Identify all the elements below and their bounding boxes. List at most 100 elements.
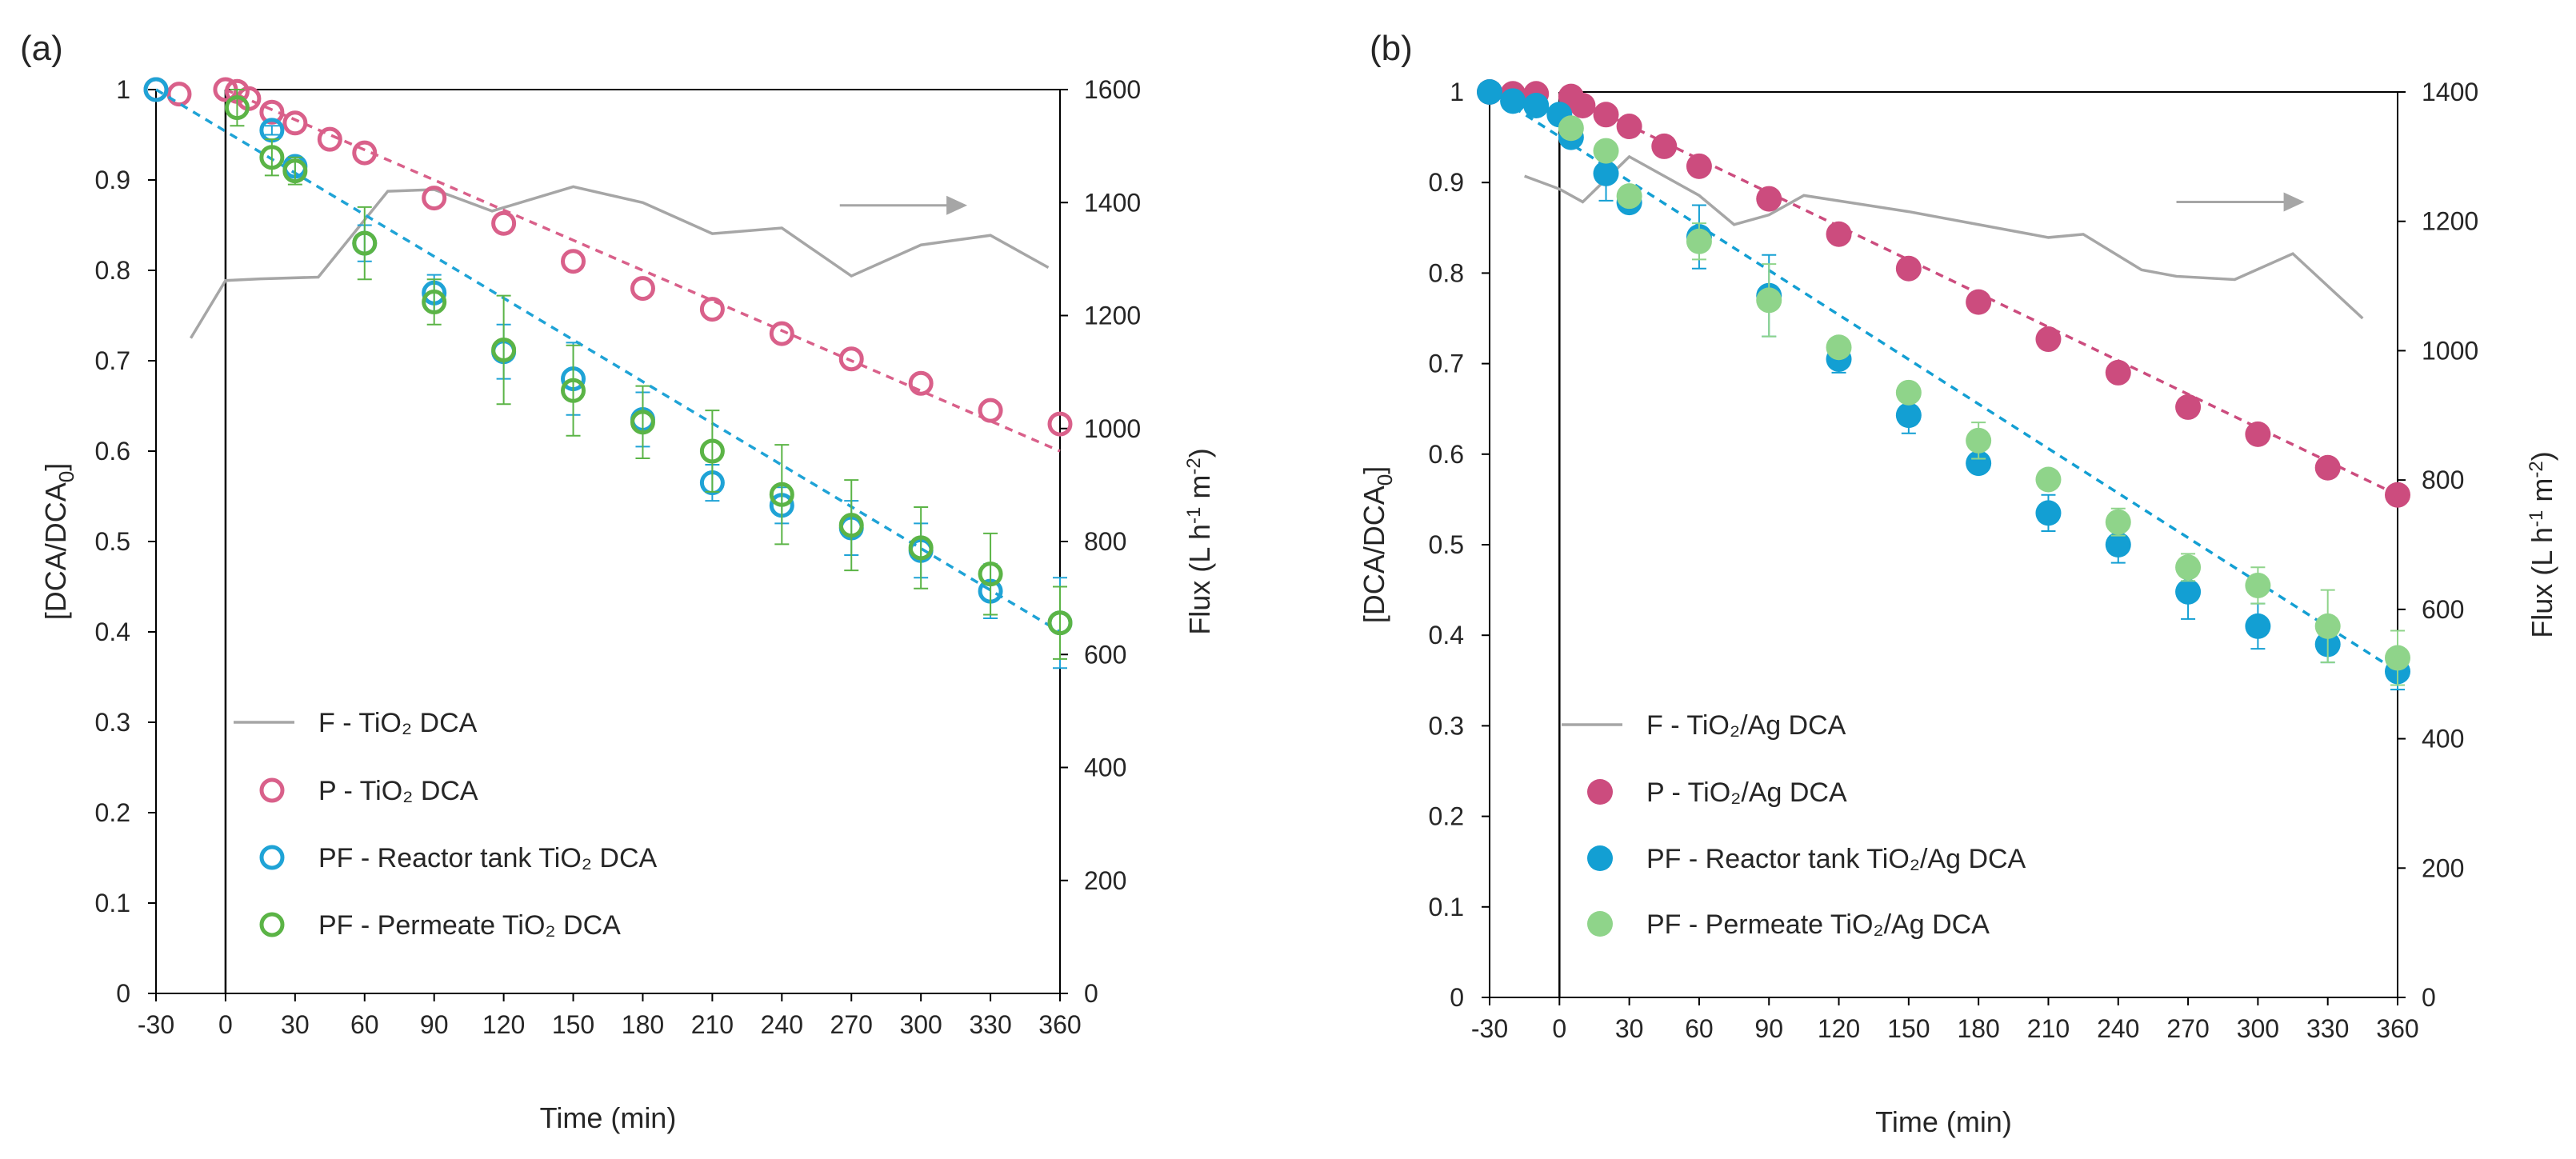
data-point xyxy=(422,186,447,211)
legend: F - TiO₂/Ag DCA P - TiO₂/Ag DCA PF - React… xyxy=(1562,710,2026,940)
data-point xyxy=(978,562,1003,587)
y-tick-label: 0.9 xyxy=(1429,168,1464,197)
y-axis-label: [DCA/DCA0] xyxy=(39,463,78,621)
y-axis-label: [DCA/DCA0] xyxy=(1358,466,1397,624)
x-tick-label: 210 xyxy=(691,1010,734,1039)
data-point xyxy=(1966,450,1992,477)
chart-panel-b: (b)-30 0 30 60 90 120 150 180 210 240 270 300 330 360… xyxy=(1358,29,2558,1138)
legend-swatch-marker xyxy=(1587,845,1613,871)
y-tick-label: 0.2 xyxy=(95,798,130,827)
data-point xyxy=(1966,289,1992,315)
data-point xyxy=(1895,402,1922,429)
legend-label: PF - Permeate TiO₂ DCA xyxy=(318,910,621,941)
y2-tick-label: 400 xyxy=(2422,725,2464,753)
data-point xyxy=(1966,427,1992,454)
flux-line xyxy=(189,185,1050,339)
x-tick-label: 60 xyxy=(1685,1014,1714,1043)
x-tick-label: 270 xyxy=(2166,1014,2209,1043)
y2-tick-label: 1400 xyxy=(2422,78,2478,106)
data-point xyxy=(352,140,378,166)
trend-line xyxy=(1489,90,2398,673)
data-point xyxy=(317,126,342,152)
data-point xyxy=(908,535,934,561)
x-tick-label: -30 xyxy=(1471,1014,1508,1043)
y2-axis-label: Flux (L h-1 m-2) xyxy=(1183,448,1216,634)
data-point xyxy=(2035,500,2062,526)
chart-panel-a: (a) -30 0 30 60 90 120 150 180 210 240 270 300 330 360… xyxy=(20,29,1216,1134)
data-point xyxy=(2035,466,2062,493)
data-point xyxy=(1593,138,1619,164)
data-point xyxy=(491,210,517,236)
y2-tick-label: 0 xyxy=(1084,979,1098,1008)
x-tick-label: 0 xyxy=(1552,1014,1566,1043)
trend-line xyxy=(155,88,1061,633)
series-0 xyxy=(1524,154,2364,320)
data-point xyxy=(2105,532,2131,558)
y-tick-label: 0.9 xyxy=(95,166,130,194)
y-tick-label: 0.8 xyxy=(95,256,130,285)
y2-tick-label: 1000 xyxy=(2422,336,2478,365)
data-point xyxy=(2385,482,2410,508)
data-point xyxy=(838,513,864,538)
y2-tick-label: 1200 xyxy=(2422,207,2478,236)
data-point xyxy=(491,337,517,362)
y2-tick-label: 600 xyxy=(2422,595,2464,624)
data-point xyxy=(1616,183,1642,210)
data-point xyxy=(352,230,378,256)
data-point xyxy=(1616,114,1642,140)
x-tick-label: 30 xyxy=(281,1010,310,1039)
legend-label: PF - Reactor tank TiO₂/Ag DCA xyxy=(1646,844,2026,874)
data-point xyxy=(1500,88,1526,114)
data-point xyxy=(908,370,934,396)
legend-label: PF - Reactor tank TiO₂ DCA xyxy=(318,843,658,873)
x-tick-label: 240 xyxy=(2097,1014,2139,1043)
data-point xyxy=(1686,153,1712,179)
data-point xyxy=(1558,115,1584,142)
x-tick-label: 150 xyxy=(552,1010,594,1039)
panel-label: (a) xyxy=(20,29,63,68)
data-point xyxy=(561,249,586,274)
y-tick-label: 0.8 xyxy=(1429,258,1464,287)
y-tick-label: 0.3 xyxy=(95,708,130,737)
data-point xyxy=(1895,255,1922,282)
y2-tick-label: 200 xyxy=(2422,853,2464,882)
y-tick-label: 0.7 xyxy=(95,346,130,375)
data-point xyxy=(1826,221,1852,247)
data-point xyxy=(769,321,794,346)
data-point xyxy=(422,290,447,315)
legend: F - TiO₂ DCA P - TiO₂ DCA PF - Reactor tan… xyxy=(234,708,658,941)
y-tick-label: 0.2 xyxy=(1429,802,1464,831)
trend-line xyxy=(225,88,1061,453)
data-point xyxy=(2245,613,2271,639)
data-point xyxy=(259,145,285,170)
x-tick-label: 150 xyxy=(1887,1014,1930,1043)
series-0 xyxy=(189,185,1050,339)
x-axis-label: Time (min) xyxy=(540,1101,677,1134)
y-tick-label: 0.4 xyxy=(1429,621,1464,649)
y-tick-label: 0.5 xyxy=(95,527,130,556)
y-tick-label: 0 xyxy=(1450,983,1464,1012)
data-point xyxy=(1570,92,1596,118)
data-point xyxy=(259,99,285,125)
data-point xyxy=(2245,421,2271,447)
data-point xyxy=(1593,102,1619,128)
data-point xyxy=(1756,186,1782,212)
x-tick-label: 330 xyxy=(969,1010,1011,1039)
data-point xyxy=(2105,509,2131,535)
x-tick-label: -30 xyxy=(138,1010,174,1039)
data-point xyxy=(1047,610,1073,636)
x-tick-label: 210 xyxy=(2027,1014,2070,1043)
x-tick-label: 270 xyxy=(830,1010,873,1039)
series-3 xyxy=(224,89,1073,660)
data-point xyxy=(561,378,586,403)
flux-arrow-head xyxy=(946,195,968,215)
series-2 xyxy=(1477,79,2410,691)
panel-label: (b) xyxy=(1370,29,1413,68)
y2-axis-label: Flux (L h-1 m-2) xyxy=(2526,451,2558,637)
legend-swatch-marker xyxy=(259,912,285,937)
data-point xyxy=(2175,554,2202,581)
x-tick-label: 360 xyxy=(2376,1014,2418,1043)
data-point xyxy=(2385,645,2410,671)
legend-swatch-marker xyxy=(259,777,285,803)
